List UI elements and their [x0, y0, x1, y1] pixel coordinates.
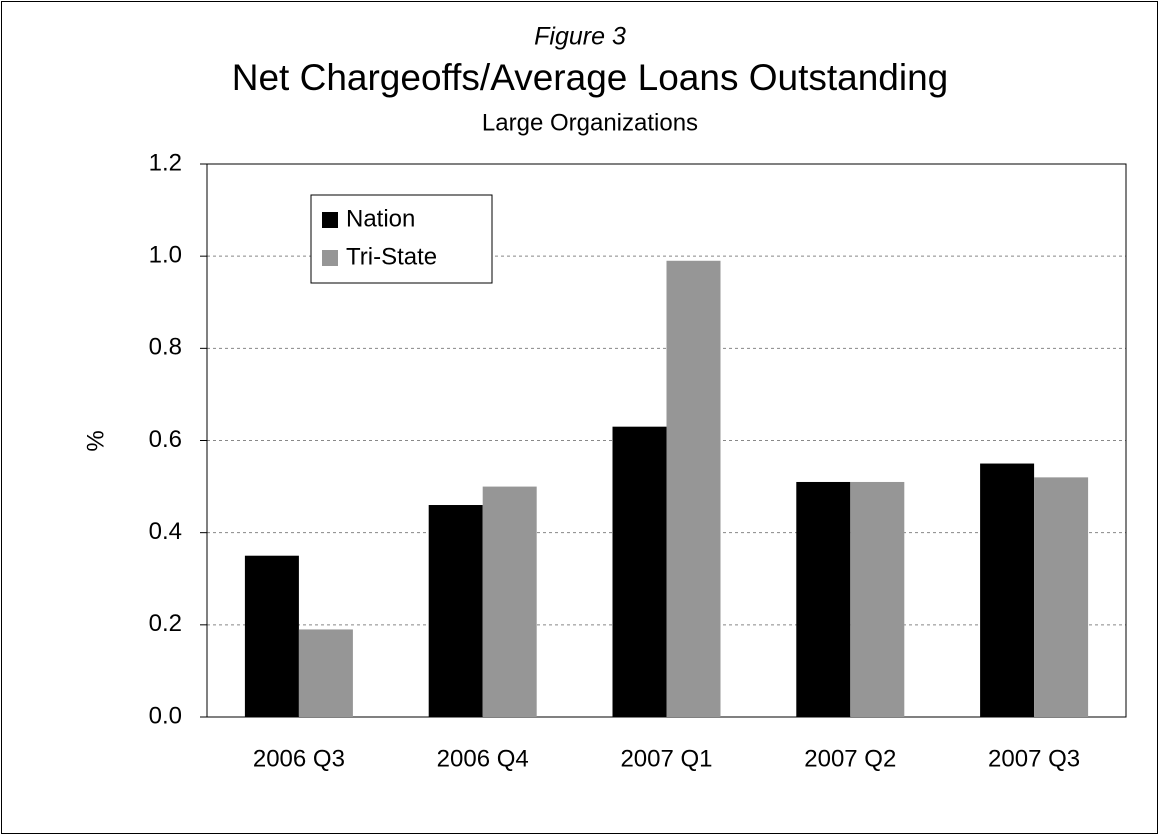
- bar: [796, 481, 851, 717]
- bar: [482, 486, 537, 717]
- bar: [612, 426, 667, 717]
- legend-label: Nation: [346, 205, 415, 232]
- x-tick-label: 2007 Q3: [988, 745, 1080, 772]
- legend-swatch: [322, 212, 338, 228]
- y-tick-label: 1.2: [149, 149, 182, 176]
- y-axis-label: %: [82, 430, 109, 451]
- x-tick-label: 2006 Q3: [253, 745, 345, 772]
- x-tick-label: 2007 Q1: [620, 745, 712, 772]
- chart-title: Net Chargeoffs/Average Loans Outstanding: [232, 57, 949, 98]
- y-tick-label: 0.6: [149, 426, 182, 453]
- legend-box: [310, 194, 493, 284]
- y-tick-label: 0.0: [149, 702, 182, 729]
- bar: [244, 555, 299, 717]
- bar: [1034, 477, 1089, 717]
- y-tick-label: 0.2: [149, 610, 182, 637]
- y-tick-label: 0.8: [149, 334, 182, 361]
- x-tick-label: 2006 Q4: [437, 745, 529, 772]
- y-tick-label: 1.0: [149, 242, 182, 269]
- bar: [428, 505, 483, 717]
- figure-label: Figure 3: [534, 23, 626, 51]
- bar: [980, 463, 1035, 717]
- legend-swatch: [322, 250, 338, 266]
- legend-label: Tri-State: [346, 243, 437, 270]
- y-tick-label: 0.4: [149, 518, 182, 545]
- bar: [298, 629, 353, 717]
- x-tick-label: 2007 Q2: [804, 745, 896, 772]
- bar: [850, 481, 905, 717]
- chart-subtitle: Large Organizations: [482, 109, 698, 136]
- bar: [666, 260, 721, 717]
